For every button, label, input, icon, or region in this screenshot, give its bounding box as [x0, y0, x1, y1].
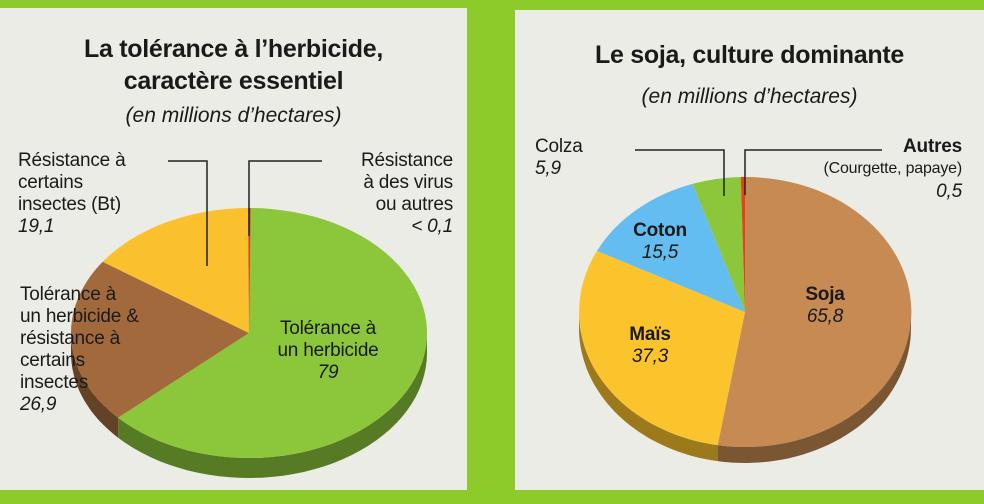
value-colza: 5,9 [535, 158, 561, 179]
pie-slice-tol-rance-un-herbicide-r-sistance-certains-insectes [71, 261, 249, 418]
label-virus: Résistance à des virus ou autres < 0,1 [361, 150, 453, 237]
label-autres-value: 0,5 [936, 181, 962, 203]
leader-line-colza [635, 149, 725, 196]
pie-slice-r-sistance-certains-insectes-bt- [102, 208, 249, 333]
label-autres: Autres [903, 136, 962, 157]
chart-title: Le soja, culture dominante [595, 41, 904, 69]
chart-subtitle: (en millions d’hectares) [641, 85, 858, 108]
label-mais: Maïs 37,3 [605, 324, 695, 368]
value-coton: 15,5 [641, 242, 679, 263]
pie-chart-herbicide [71, 160, 428, 478]
chart-subtitle: (en millions d’hectares) [125, 104, 342, 127]
label-herbicide: Tolérance à un herbicide 79 [258, 318, 398, 384]
value-mais: 37,3 [631, 346, 669, 367]
pie-slice-soja [717, 176, 912, 447]
label-colza: Colza 5,9 [535, 136, 583, 179]
label-autres-detail: (Courgette, papaye) [823, 160, 962, 177]
pie-slice-coton [597, 183, 745, 312]
pie-side-ma-s [579, 312, 718, 462]
pie-slice-ma-s [579, 250, 745, 446]
chart-panel-herbicide: La tolérance à l’herbicide, caractère es… [0, 8, 467, 490]
pie-side-tol-rance-un-herbicide-r-sistance-certains-insectes [71, 333, 119, 438]
chart-panel-soja: Le soja, culture dominante (en millions … [515, 10, 984, 490]
label-bt: Résistance à certains insectes (Bt) 19,1 [18, 150, 126, 237]
leader-line-autres [744, 149, 882, 195]
value-herbicide: 79 [317, 362, 339, 383]
value-soja: 65,8 [806, 306, 844, 327]
pie-slice-autres-courgette-papaye- [740, 176, 745, 312]
leader-line-bt [168, 160, 208, 266]
pie-chart-soja [579, 149, 912, 463]
pie-slice-tol-rance-un-herbicide [118, 208, 428, 458]
chart-title-line1: La tolérance à l’herbicide, [84, 35, 383, 63]
pie-side-soja [717, 312, 911, 463]
label-combo: Tolérance à un herbicide & résistance à … [20, 284, 139, 415]
pie-slice-colza [692, 177, 745, 312]
value-virus: < 0,1 [411, 216, 453, 237]
value-bt: 19,1 [18, 216, 55, 237]
value-autres: 0,5 [936, 181, 962, 202]
label-coton: Coton 15,5 [615, 220, 705, 264]
leader-line-virus [248, 160, 322, 236]
chart-title-line2: caractère essentiel [123, 67, 344, 95]
label-soja: Soja 65,8 [765, 284, 885, 328]
pie-slice-r-sistance-des-virus-ou-autres [248, 207, 251, 333]
value-combo: 26,9 [20, 394, 57, 415]
pie-side-tol-rance-un-herbicide [118, 333, 427, 478]
